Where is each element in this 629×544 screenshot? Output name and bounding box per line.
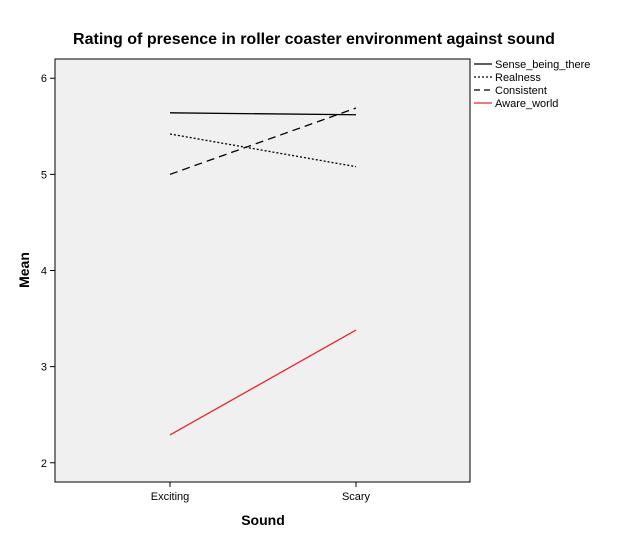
x-tick-label: Scary bbox=[342, 491, 371, 503]
y-tick-label: 4 bbox=[41, 266, 47, 278]
y-tick-label: 3 bbox=[41, 362, 47, 374]
legend-label: Aware_world bbox=[495, 98, 558, 110]
y-tick-label: 5 bbox=[41, 169, 47, 181]
chart-title: Rating of presence in roller coaster env… bbox=[73, 31, 555, 48]
plot-area bbox=[54, 58, 471, 483]
y-axis-title: Mean bbox=[16, 252, 32, 288]
series-line-sense-being-there bbox=[169, 112, 357, 116]
x-axis: Exciting Scary bbox=[151, 482, 371, 503]
y-axis: 2 3 4 5 6 bbox=[41, 73, 55, 470]
x-tick-label: Exciting bbox=[151, 491, 190, 503]
legend-label: Realness bbox=[495, 72, 541, 84]
legend-label: Sense_being_there bbox=[495, 59, 590, 71]
series-line-aware-world bbox=[169, 329, 357, 436]
series-line-consistent bbox=[169, 107, 357, 175]
series-line-realness bbox=[169, 133, 357, 168]
x-axis-title: Sound bbox=[241, 512, 285, 528]
y-tick-label: 2 bbox=[41, 458, 47, 470]
legend: Sense_being_thereRealnessConsistentAware… bbox=[474, 59, 590, 110]
legend-label: Consistent bbox=[495, 85, 547, 97]
series-group bbox=[169, 107, 357, 436]
y-tick-label: 6 bbox=[41, 73, 47, 85]
